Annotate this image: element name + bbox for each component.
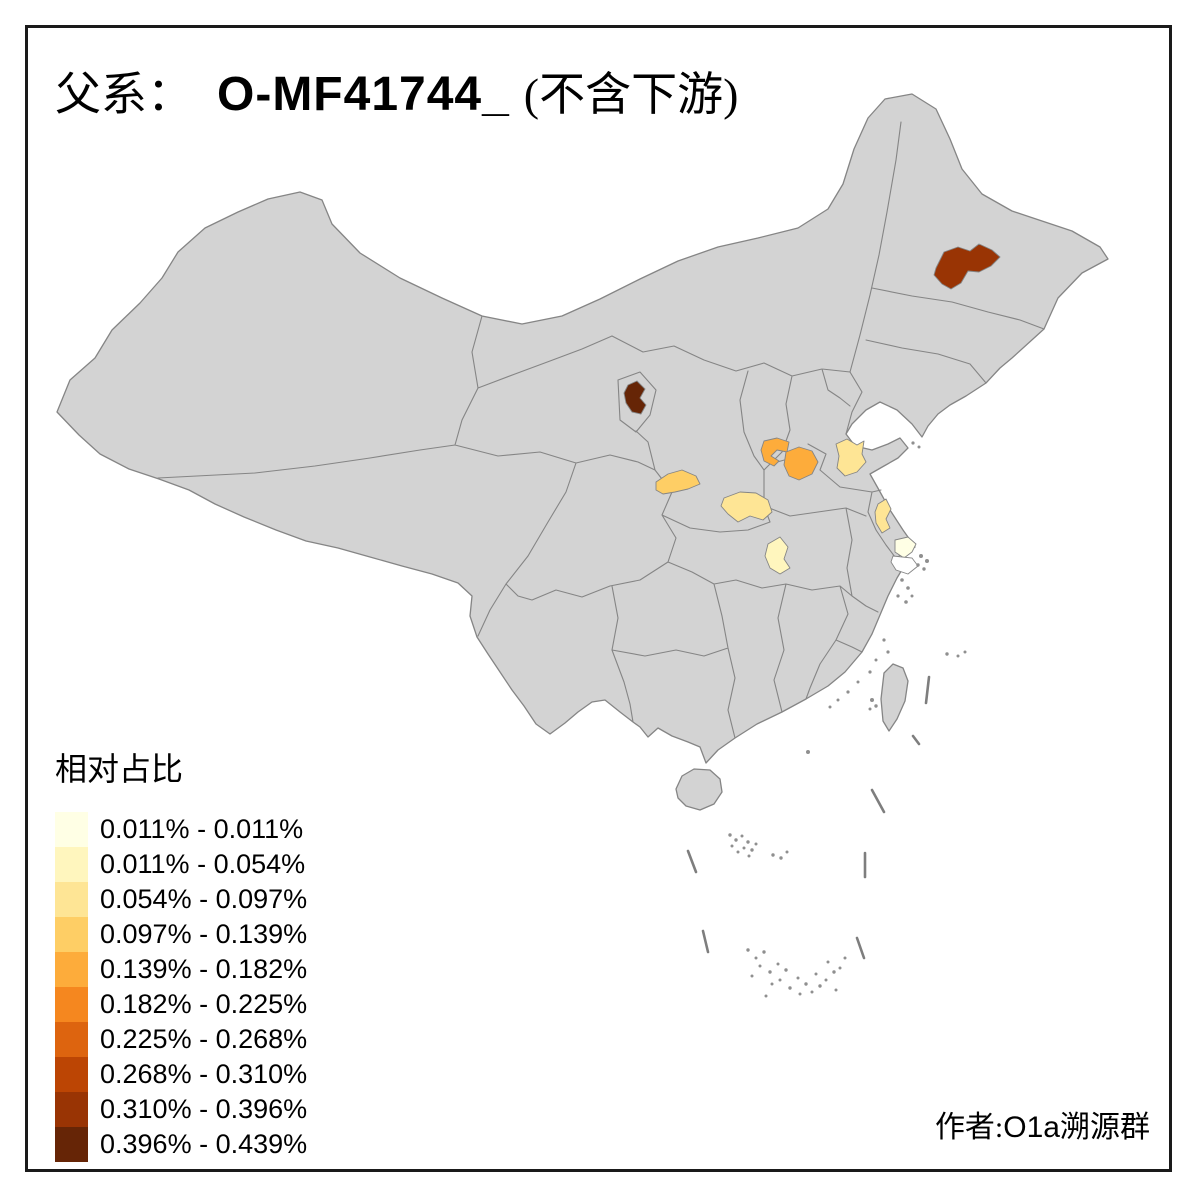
legend-label: 0.011% - 0.054% bbox=[100, 849, 306, 879]
legend-row: 0.268% - 0.310% bbox=[55, 1057, 307, 1092]
region-northwest-hubei bbox=[764, 536, 791, 575]
region-east-anhui bbox=[874, 498, 892, 534]
legend-swatch bbox=[55, 1022, 88, 1057]
legend-label: 0.011% - 0.011% bbox=[100, 814, 304, 844]
legend-swatch bbox=[55, 1057, 88, 1092]
hainan-island bbox=[675, 768, 723, 811]
sea-dash-line bbox=[686, 675, 931, 960]
attribution-cjk: 溯源群 bbox=[1060, 1111, 1150, 1144]
attribution-prefix: 作者: bbox=[934, 1111, 1004, 1144]
legend-label: 0.396% - 0.439% bbox=[100, 1129, 308, 1159]
region-west-henan bbox=[783, 446, 819, 481]
title-prefix: 父系： bbox=[55, 69, 193, 120]
region-northeast bbox=[933, 243, 1001, 290]
legend-swatch bbox=[55, 882, 88, 917]
region-ningxia bbox=[623, 380, 647, 415]
title-haplogroup: O-MF41744_ bbox=[217, 68, 510, 121]
highlighted-regions bbox=[623, 243, 1001, 575]
legend-title: 相对占比 bbox=[55, 751, 184, 787]
legend-swatch bbox=[55, 1092, 88, 1127]
mainland-outline bbox=[56, 93, 1109, 764]
legend-swatch bbox=[55, 812, 88, 847]
legend-swatch bbox=[55, 987, 88, 1022]
region-estuary-white bbox=[890, 555, 919, 575]
legend-row: 0.011% - 0.054% bbox=[55, 847, 307, 882]
legend-row: 0.139% - 0.182% bbox=[55, 952, 307, 987]
legend: 相对占比 0.011% - 0.011% 0.011% - 0.054% 0.0… bbox=[55, 744, 307, 1162]
legend-row: 0.054% - 0.097% bbox=[55, 882, 307, 917]
legend-swatch bbox=[55, 847, 88, 882]
legend-label: 0.182% - 0.225% bbox=[100, 989, 308, 1019]
attribution: 作者:O1a溯源群 bbox=[935, 1102, 1150, 1146]
sea-islands bbox=[728, 441, 967, 998]
legend-row: 0.310% - 0.396% bbox=[55, 1092, 307, 1127]
region-south-shaanxi bbox=[720, 491, 773, 523]
region-taihu-shanghai bbox=[894, 536, 917, 559]
legend-row: 0.182% - 0.225% bbox=[55, 987, 307, 1022]
attribution-latin: O1a bbox=[1003, 1111, 1060, 1144]
region-guanzhong-shaanxi bbox=[655, 469, 701, 495]
legend-row: 0.225% - 0.268% bbox=[55, 1022, 307, 1057]
taiwan-island bbox=[880, 663, 909, 732]
legend-label: 0.054% - 0.097% bbox=[100, 884, 308, 914]
legend-label: 0.097% - 0.139% bbox=[100, 919, 308, 949]
legend-label: 0.139% - 0.182% bbox=[100, 954, 308, 984]
legend-label: 0.268% - 0.310% bbox=[100, 1059, 308, 1089]
legend-swatch bbox=[55, 917, 88, 952]
title-suffix: (不含下游) bbox=[523, 69, 739, 120]
province-borders bbox=[157, 121, 1045, 739]
legend-row: 0.097% - 0.139% bbox=[55, 917, 307, 952]
page-title: 父系： O-MF41744_ (不含下游) bbox=[55, 58, 738, 124]
legend-swatch bbox=[55, 952, 88, 987]
legend-row: 0.011% - 0.011% bbox=[55, 812, 307, 847]
legend-swatch bbox=[55, 1127, 88, 1162]
legend-row: 0.396% - 0.439% bbox=[55, 1127, 307, 1162]
region-southwest-shandong bbox=[835, 438, 867, 477]
legend-label: 0.225% - 0.268% bbox=[100, 1024, 308, 1054]
legend-label: 0.310% - 0.396% bbox=[100, 1094, 308, 1124]
region-south-shanxi bbox=[760, 437, 790, 467]
